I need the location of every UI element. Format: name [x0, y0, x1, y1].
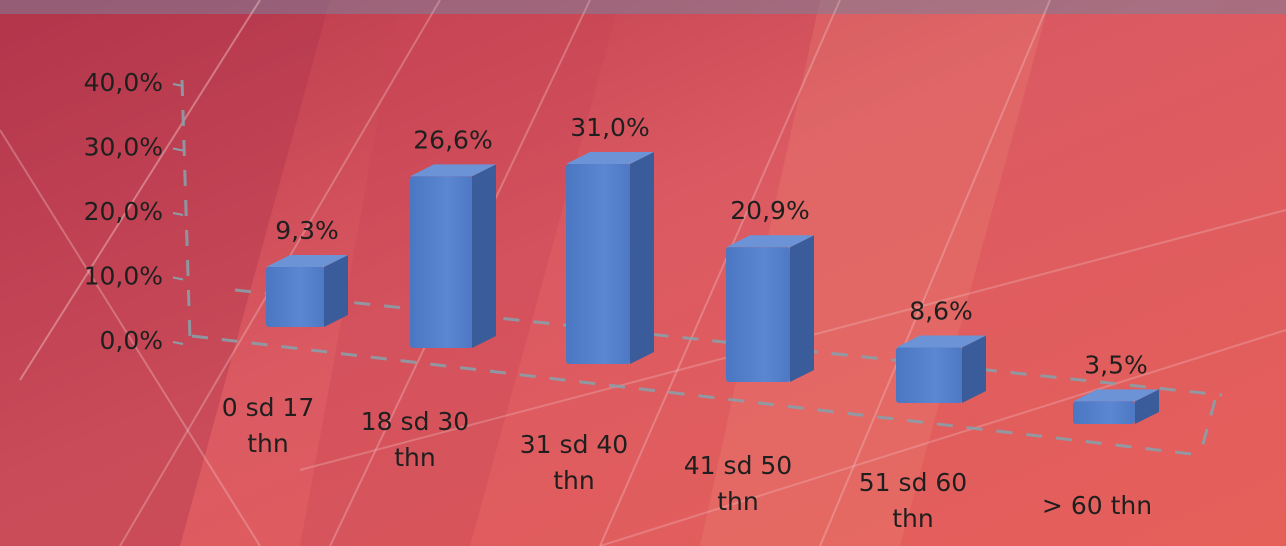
bar: [266, 267, 324, 327]
y-tick-mark: [172, 276, 184, 281]
bar-top: [266, 255, 348, 268]
bar-top: [1073, 389, 1159, 402]
y-tick-label: 0,0%: [99, 326, 163, 355]
x-axis-front-line: [191, 334, 1201, 457]
y-axis-line: [180, 79, 192, 341]
bar: [410, 176, 472, 348]
bar: [1073, 401, 1135, 424]
y-tick-mark: [172, 147, 184, 152]
x-axis-side-line: [1198, 399, 1217, 456]
bar-top: [410, 164, 496, 177]
x-tick-label: 18 sd 30: [361, 407, 469, 436]
x-tick-label: thn: [892, 504, 934, 533]
bar-top: [896, 335, 986, 348]
bar: [566, 164, 630, 364]
y-tick-mark: [172, 341, 184, 345]
x-tick-label: thn: [553, 466, 595, 495]
x-tick-label: thn: [394, 443, 436, 472]
x-axis-back-line: [234, 288, 1223, 397]
bar-side: [790, 235, 814, 382]
y-tick-label: 40,0%: [84, 68, 163, 97]
x-tick-label: 51 sd 60: [859, 468, 967, 497]
labels: 0,0% 10,0% 20,0% 30,0% 40,0% 9,3% 26,6% 31,0% 20…: [84, 68, 1153, 533]
bar-side: [1135, 389, 1159, 424]
x-tick-label: thn: [717, 487, 759, 516]
bar-top: [566, 152, 654, 165]
bar-side: [472, 164, 496, 348]
bar-side: [324, 255, 348, 327]
y-tick-label: 10,0%: [84, 262, 163, 291]
bars: [266, 152, 1159, 424]
x-tick-label: 41 sd 50: [684, 451, 792, 480]
data-label: 20,9%: [730, 196, 809, 225]
y-tick-label: 20,0%: [84, 197, 163, 226]
data-label: 9,3%: [275, 216, 339, 245]
bar-side: [962, 335, 986, 403]
data-label: 8,6%: [909, 297, 973, 326]
axis: [172, 79, 1223, 457]
y-tick-label: 30,0%: [84, 133, 163, 162]
bar: [896, 347, 962, 403]
data-label: 31,0%: [570, 113, 649, 142]
data-label: 3,5%: [1084, 350, 1148, 379]
bar-side: [630, 152, 654, 364]
x-tick-label: > 60 thn: [1042, 491, 1152, 520]
x-tick-label: 0 sd 17: [222, 393, 315, 422]
x-tick-label: 31 sd 40: [520, 430, 628, 459]
data-label: 26,6%: [413, 125, 492, 154]
bar-top: [726, 235, 814, 248]
bar: [726, 247, 790, 382]
y-tick-mark: [172, 212, 184, 216]
x-tick-label: thn: [247, 429, 289, 458]
